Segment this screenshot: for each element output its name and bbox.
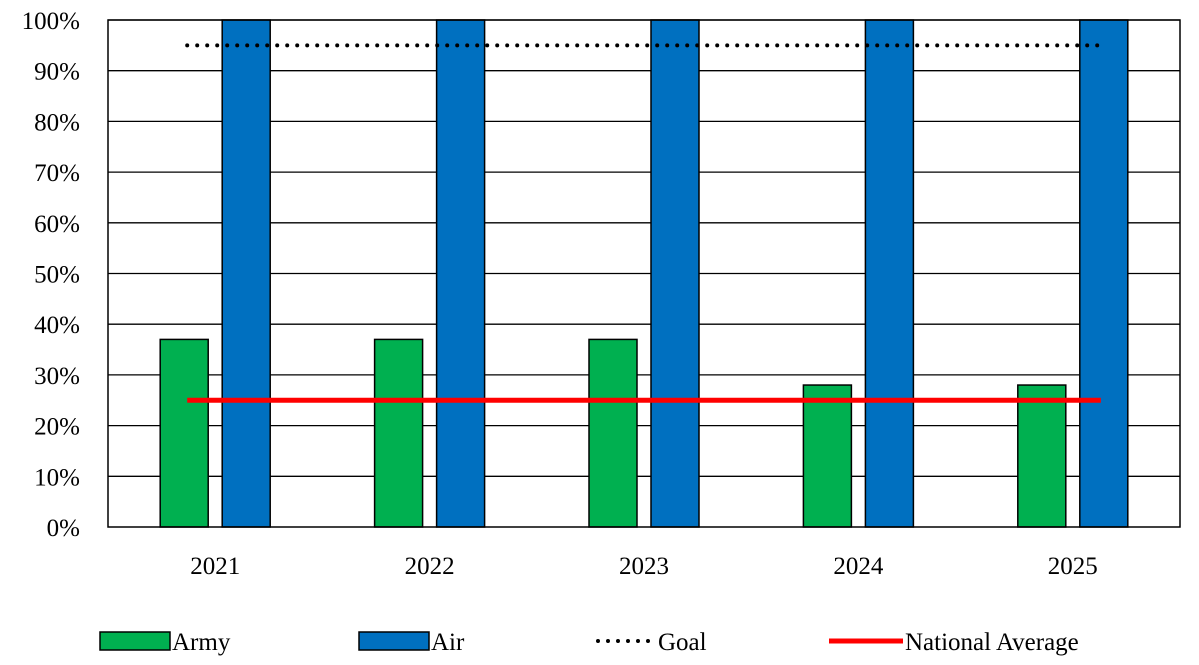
x-tick-label: 2025 xyxy=(1048,553,1098,580)
legend-label: National Average xyxy=(905,629,1079,656)
x-tick-label: 2021 xyxy=(190,553,240,580)
y-tick-label: 70% xyxy=(34,160,80,187)
y-tick-label: 40% xyxy=(34,312,80,339)
y-tick-label: 10% xyxy=(34,464,80,491)
bar-air-2021 xyxy=(221,19,271,528)
legend: Army Air Goal National Average xyxy=(99,629,1079,656)
reference-lines xyxy=(185,43,1103,403)
bar-army-2024 xyxy=(802,384,853,528)
y-tick-label: 100% xyxy=(22,8,80,35)
axes xyxy=(107,19,1181,528)
legend-swatch-air xyxy=(358,631,430,651)
y-tick-label: 0% xyxy=(47,515,80,542)
bar-air-2025 xyxy=(1079,19,1129,528)
bar-air-2023 xyxy=(650,19,700,528)
x-tick-label: 2022 xyxy=(405,553,455,580)
y-tick-label: 50% xyxy=(34,262,80,289)
bar-army-2025 xyxy=(1017,384,1067,528)
legend-label: Air xyxy=(431,629,465,656)
y-tick-label: 30% xyxy=(34,363,80,390)
legend-label: Goal xyxy=(658,629,707,656)
legend-label: Army xyxy=(172,629,231,656)
legend-swatch-army xyxy=(99,631,171,651)
plot-area-border xyxy=(107,19,1181,528)
x-axis-tick-labels: 2021 2022 2023 2024 2025 xyxy=(190,553,1098,580)
x-tick-label: 2024 xyxy=(833,553,884,580)
y-axis-tick-labels: 0% 10% 20% 30% 40% 50% 60% 70% 80% 90% 100% xyxy=(22,8,80,542)
bar-army-2021 xyxy=(159,338,209,528)
bar-army-2022 xyxy=(373,338,424,528)
x-tick-label: 2023 xyxy=(619,553,669,580)
bar-air-2024 xyxy=(864,19,915,528)
y-tick-label: 80% xyxy=(34,109,80,136)
bar-air-2022 xyxy=(435,19,486,528)
bar-army-2023 xyxy=(588,338,638,528)
y-tick-label: 60% xyxy=(34,211,80,238)
y-tick-label: 90% xyxy=(34,59,80,86)
y-tick-label: 20% xyxy=(34,414,80,441)
